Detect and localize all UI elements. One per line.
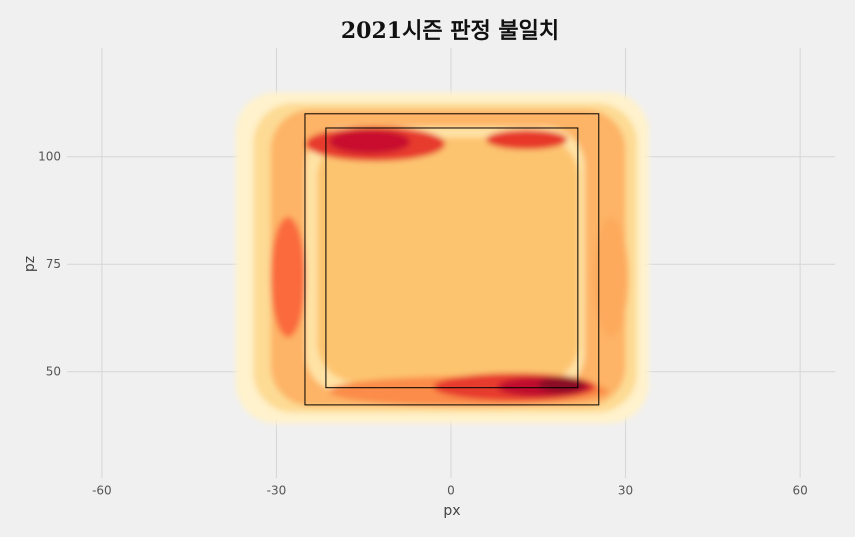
density [235, 92, 649, 424]
x-tick-label: 60 [792, 484, 807, 498]
x-tick-label: 30 [618, 484, 633, 498]
strike-zone [325, 127, 579, 389]
density-hotspot [485, 129, 568, 150]
density-hotspot [328, 129, 411, 154]
foreground: -60 -30 0 30 60 50 75 100 [38, 113, 808, 498]
x-tick-label: -60 [92, 484, 112, 498]
x-tick-label: 0 [447, 484, 455, 498]
density-band [317, 137, 579, 383]
y-tick-label: 75 [46, 257, 61, 271]
density-hotspot [270, 216, 306, 338]
y-tick-label: 100 [38, 149, 61, 163]
y-tick-label: 50 [46, 364, 61, 378]
strike-zone [304, 113, 600, 406]
x-axis-title: px [443, 503, 460, 519]
y-axis-title: pz [22, 256, 38, 272]
density-hotspot [538, 376, 585, 393]
density-hotspot [593, 216, 629, 338]
chart-title: 2021시즌 판정 불일치 [341, 18, 559, 44]
x-tick-label: -30 [267, 484, 287, 498]
